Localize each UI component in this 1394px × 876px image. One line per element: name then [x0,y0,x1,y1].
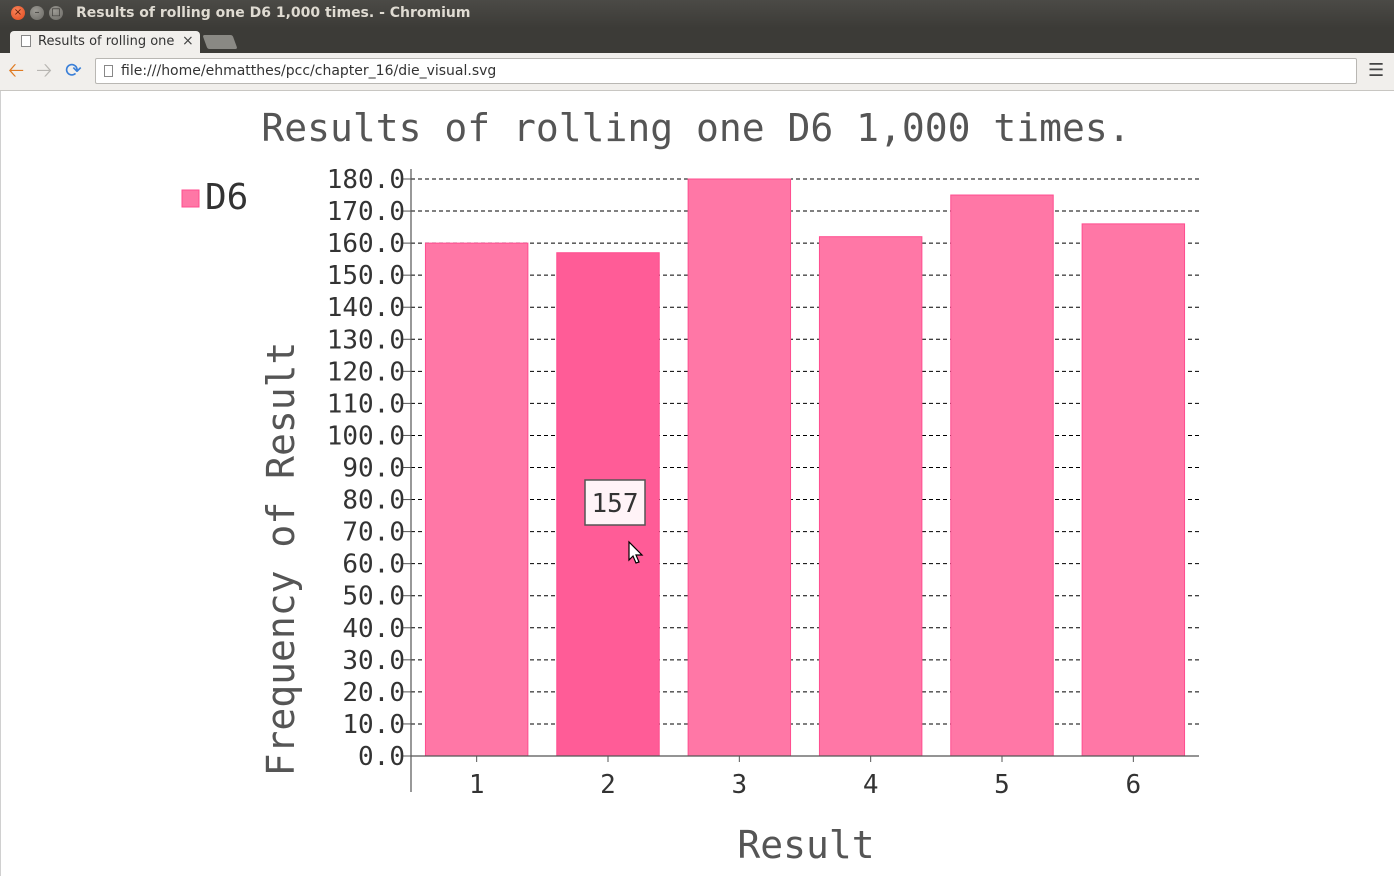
y-tick-label: 110.0 [327,389,405,419]
mouse-cursor-icon [628,540,644,564]
hamburger-menu-icon[interactable]: ☰ [1368,60,1385,81]
browser-toolbar: 🡠 🡢 ⟳ file:///home/ehmatthes/pcc/chapter… [0,53,1394,91]
legend-label: D6 [205,177,248,218]
y-tick-label: 10.0 [342,710,405,740]
y-tick-label: 140.0 [327,293,405,323]
new-tab-button[interactable] [202,35,238,49]
tab-title: Results of rolling one [38,34,175,49]
y-tick-label: 100.0 [327,421,405,451]
y-tick-label: 180.0 [327,165,405,195]
y-axis-label: Frequency of Result [259,342,303,777]
window-title: Results of rolling one D6 1,000 times. -… [76,5,471,21]
window-maximize-icon[interactable]: □ [49,6,63,20]
x-tick-label: 3 [732,770,748,800]
x-tick-label: 2 [600,770,616,800]
url-text[interactable]: file:///home/ehmatthes/pcc/chapter_16/di… [121,63,497,79]
y-tick-label: 0.0 [358,742,405,772]
address-bar[interactable]: file:///home/ehmatthes/pcc/chapter_16/di… [95,58,1357,84]
grid-lines [411,178,1199,725]
bar-4[interactable] [818,236,923,757]
chart-title: Results of rolling one D6 1,000 times. [261,106,1130,150]
axes: 0.010.020.030.040.050.060.070.080.090.01… [327,165,1199,800]
y-tick-label: 70.0 [342,518,405,548]
x-tick-label: 6 [1126,770,1142,800]
y-tick-label: 170.0 [327,197,405,227]
y-tick-label: 130.0 [327,325,405,355]
document-icon [104,65,113,77]
y-tick-label: 150.0 [327,261,405,291]
arrow-left-icon[interactable]: 🡠 [8,58,25,82]
arrow-right-icon[interactable]: 🡢 [36,58,53,82]
tooltip-box [584,479,646,526]
y-tick-label: 80.0 [342,486,405,516]
window-close-icon[interactable]: × [11,6,25,20]
y-tick-label: 30.0 [342,646,405,676]
y-tick-label: 90.0 [342,454,405,484]
legend: D6 [181,177,248,218]
x-axis-label: Result [737,823,874,867]
y-tick-label: 60.0 [342,550,405,580]
reload-icon[interactable]: ⟳ [65,58,82,82]
bar-1[interactable] [424,242,529,757]
tooltip-value: 157 [592,489,639,519]
x-tick-label: 5 [994,770,1010,800]
y-tick-label: 40.0 [342,614,405,644]
document-icon [21,35,31,47]
x-tick-label: 4 [863,770,879,800]
y-tick-label: 20.0 [342,678,405,708]
page-content: 0.0 10.0 20.0 30.0 40.0 50.0 60.0 70.0 80.0 90.0 1… [0,91,1394,876]
y-tick-label: 50.0 [342,582,405,612]
bar-3[interactable] [687,178,792,757]
bars [424,178,1186,757]
value-tooltip: 157 [584,479,646,526]
y-tick-label: 160.0 [327,229,405,259]
tab-active[interactable]: Results of rolling one × [10,31,200,53]
y-tick-label: 120.0 [327,357,405,387]
legend-swatch [181,189,200,208]
window-titlebar: × – □ Results of rolling one D6 1,000 ti… [0,0,1394,28]
x-tick-label: 1 [469,770,485,800]
bar-6[interactable] [1081,223,1186,757]
tab-strip: Results of rolling one × [0,28,1394,53]
window-minimize-icon[interactable]: – [30,6,44,20]
bar-5[interactable] [950,194,1054,757]
bar-chart: 0.010.020.030.040.050.060.070.080.090.01… [181,106,1199,867]
tab-close-icon[interactable]: × [182,33,194,49]
